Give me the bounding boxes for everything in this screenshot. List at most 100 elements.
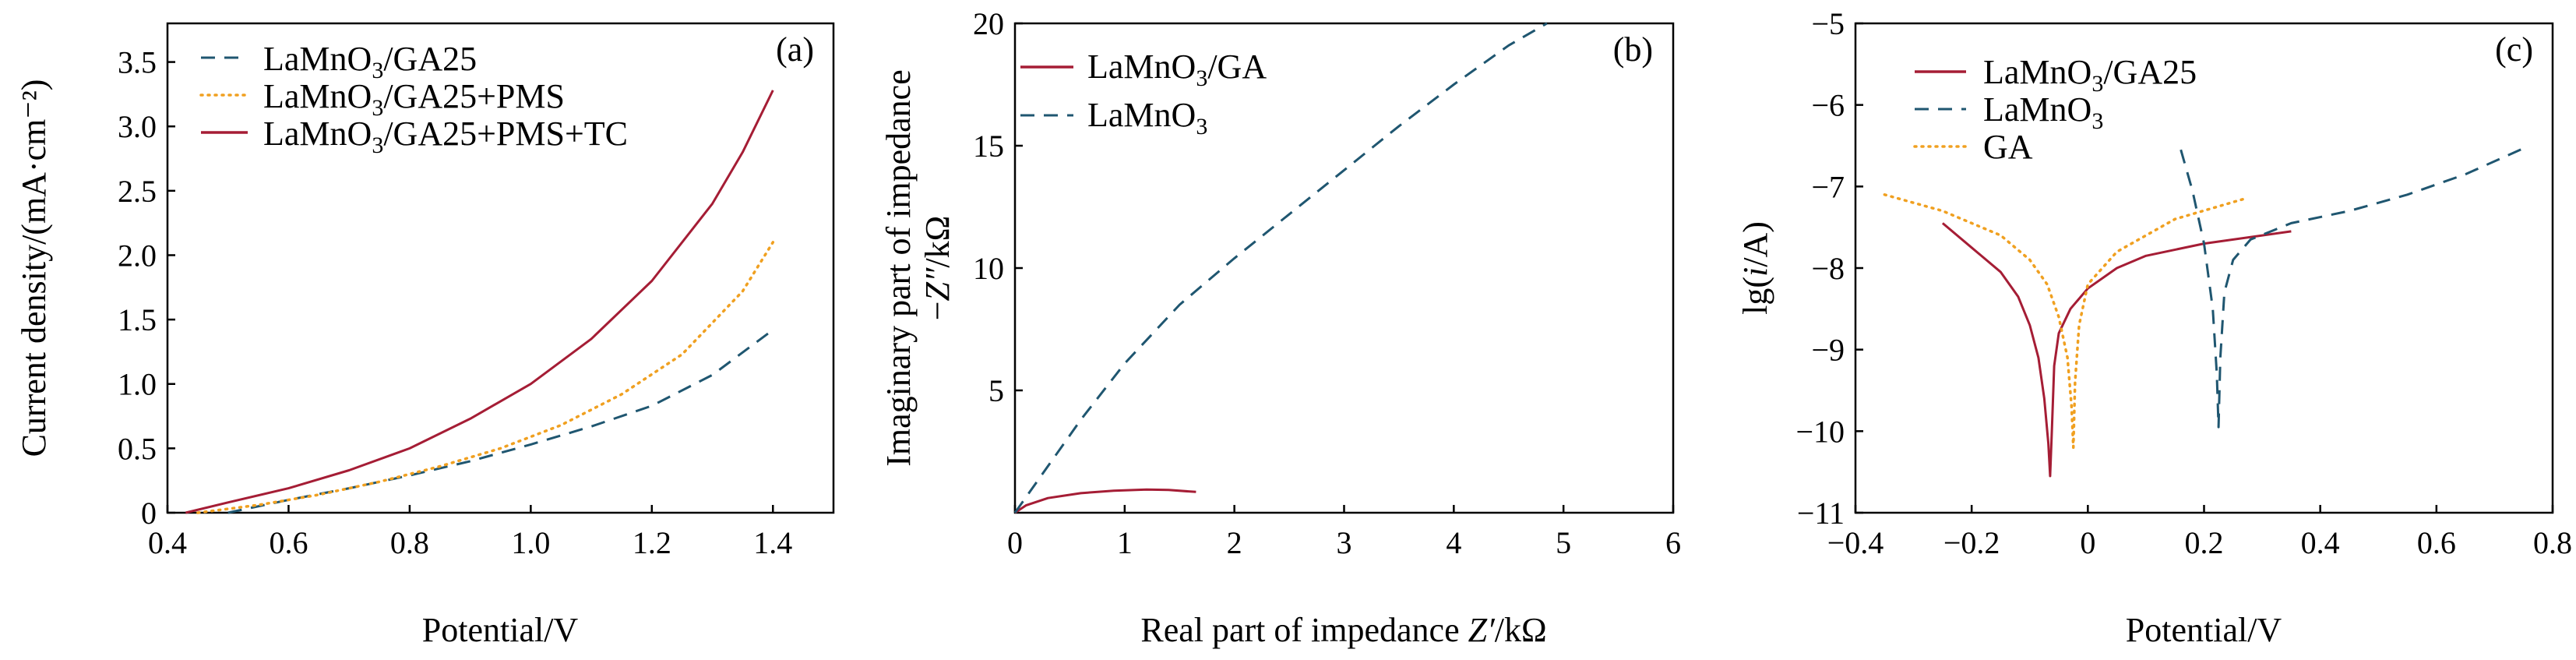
y-tick-label: 15 (973, 129, 1004, 164)
series-line-solid (1941, 222, 2292, 478)
xlabel-main: Real part of impedance (1140, 611, 1468, 649)
panel-a-x-axis-label: Potential/V (422, 611, 579, 649)
ylabel-italic: Z″ (918, 267, 957, 301)
x-tick-label: 0 (2080, 525, 2095, 560)
legend-label-main: LaMnO (1983, 90, 2091, 129)
panel-c-x-axis-label: Potential/V (2126, 611, 2282, 649)
y-tick-label: 3.5 (118, 45, 157, 80)
panel-c-ticks: −0.4 −0.2 0 0.2 0.4 0.6 0.8 −11 −10 −9 −8 −7 −6 −5 (1795, 6, 2572, 560)
series-line-dotted (196, 241, 775, 514)
panel-b-y-axis-label-line2: −Z″/kΩ (918, 216, 957, 321)
legend-label-sub: 3 (2091, 71, 2103, 97)
legend-item: LaMnO3 (1915, 90, 2103, 134)
legend-label-sub: 3 (1196, 65, 1207, 91)
legend-label-sub: 3 (1196, 114, 1207, 139)
ylabel-prefix: − (918, 301, 957, 320)
y-tick-label: 2.5 (118, 174, 157, 209)
y-tick-label: 2.0 (118, 238, 157, 273)
x-tick-label: 3 (1337, 525, 1352, 560)
x-tick-label: 0.8 (390, 525, 429, 560)
panel-c-frame (1854, 22, 2554, 514)
panel-b-y-axis-label-line1: Imaginary part of impedance (879, 69, 918, 466)
legend-label-rest: /GA25+PMS+TC (383, 115, 628, 153)
panel-b-ticks: 0 1 2 3 4 5 6 5 10 15 20 (973, 6, 1681, 560)
x-tick-label: 0.2 (2185, 525, 2224, 560)
panel-c-label: (c) (2495, 30, 2533, 69)
x-tick-label: 0.6 (2417, 525, 2456, 560)
panel-c: (c) −0.4 −0.2 0 0.2 0.4 0.6 0.8−11−10−9−8−7−6−… (1736, 6, 2572, 649)
panel-a-legend: LaMnO3/GA25 LaMnO3/GA25+PMS LaMnO3/GA25+… (199, 40, 628, 158)
legend-item: LaMnO3/GA25+PMS (199, 77, 565, 121)
y-tick-label: −7 (1811, 169, 1845, 204)
y-tick-label: −9 (1811, 333, 1845, 368)
panel-a-y-axis-label: Current density/(mA·cm⁻²) (15, 79, 53, 457)
panel-b-x-axis-label: Real part of impedance Z′/kΩ (1140, 611, 1546, 649)
y-tick-label: −5 (1811, 6, 1845, 41)
y-tick-label: −6 (1811, 88, 1845, 123)
legend-item: LaMnO3/GA (1020, 48, 1267, 91)
xlabel-italic: Z′ (1468, 611, 1496, 649)
legend-item: LaMnO3/GA25+PMS+TC (201, 115, 628, 158)
x-tick-label: 0.4 (2301, 525, 2340, 560)
legend-label-main: LaMnO (263, 40, 372, 78)
legend-label: LaMnO3/GA (1087, 48, 1267, 91)
panel-c-y-axis-label: lg(i/A) (1736, 221, 1774, 315)
x-tick-label: −0.4 (1827, 525, 1884, 560)
series-line-dashed (2180, 144, 2530, 429)
y-tick-label: 20 (973, 6, 1004, 41)
y-tick-label: 3.0 (118, 109, 157, 144)
legend-label-sub: 3 (372, 132, 383, 158)
x-tick-label: 2 (1227, 525, 1242, 560)
y-tick-label: 0.5 (118, 431, 157, 466)
legend-label: LaMnO3 (1087, 96, 1207, 139)
legend-item: LaMnO3 (1020, 96, 1207, 139)
legend-label-sub: 3 (372, 58, 383, 83)
panel-b-series (1013, 22, 1548, 514)
legend-label: LaMnO3/GA25+PMS (263, 77, 565, 121)
legend-label-rest: /GA25 (2103, 53, 2197, 91)
legend-label-rest: /GA25+PMS (383, 77, 565, 115)
legend-label-rest: /GA25 (383, 40, 477, 78)
y-tick-label: 1.5 (118, 302, 157, 337)
y-tick-label: −11 (1797, 496, 1845, 531)
legend-label: LaMnO3/GA25 (1983, 53, 2197, 97)
y-tick-label: 1.0 (118, 367, 157, 402)
legend-item: LaMnO3/GA25 (1915, 53, 2197, 97)
legend-label: LaMnO3/GA25 (263, 40, 477, 83)
legend-label: LaMnO3/GA25+PMS+TC (263, 115, 628, 158)
panel-b: (b) 0 1 2 3 4 5 6 5 10 15 20 Real part of impedanc… (879, 6, 1681, 649)
x-tick-label: 0.4 (148, 525, 187, 560)
panel-b-label: (b) (1613, 30, 1653, 69)
x-tick-label: 6 (1665, 525, 1681, 560)
x-tick-label: 1.0 (511, 525, 550, 560)
series-line-dashed (1013, 22, 1548, 514)
panel-c-legend: LaMnO3/GA25 LaMnO3 GA (1913, 53, 2197, 166)
y-tick-label: 0 (141, 496, 157, 531)
x-tick-label: 0.8 (2533, 525, 2572, 560)
x-tick-label: 1.2 (633, 525, 671, 560)
x-tick-label: 0 (1007, 525, 1023, 560)
x-tick-label: 1.4 (753, 525, 792, 560)
legend-label: LaMnO3 (1983, 90, 2103, 134)
legend-label-main: LaMnO (1983, 53, 2091, 91)
series-line-dotted (1883, 193, 2247, 450)
series-line-solid (185, 90, 774, 514)
x-tick-label: 5 (1556, 525, 1571, 560)
y-tick-label: 10 (973, 251, 1004, 286)
legend-label-main: LaMnO (1087, 96, 1196, 134)
xlabel-rest: /kΩ (1495, 611, 1547, 649)
ylabel-prefix: lg( (1736, 277, 1774, 315)
series-line-dashed (227, 329, 774, 514)
legend-label-rest: /GA (1207, 48, 1267, 86)
x-tick-label: 4 (1446, 525, 1461, 560)
y-tick-label: 5 (988, 373, 1004, 408)
panel-a-frame (166, 22, 835, 514)
panel-c-series (1883, 144, 2530, 478)
legend-label-main: LaMnO (263, 77, 372, 115)
panel-b-legend: LaMnO3/GA LaMnO3 (1020, 48, 1267, 139)
ylabel-rest: /A) (1736, 221, 1774, 267)
panel-a-label: (a) (776, 30, 814, 69)
legend-label-sub: 3 (372, 95, 383, 121)
legend-label-sub: 3 (2091, 108, 2103, 134)
